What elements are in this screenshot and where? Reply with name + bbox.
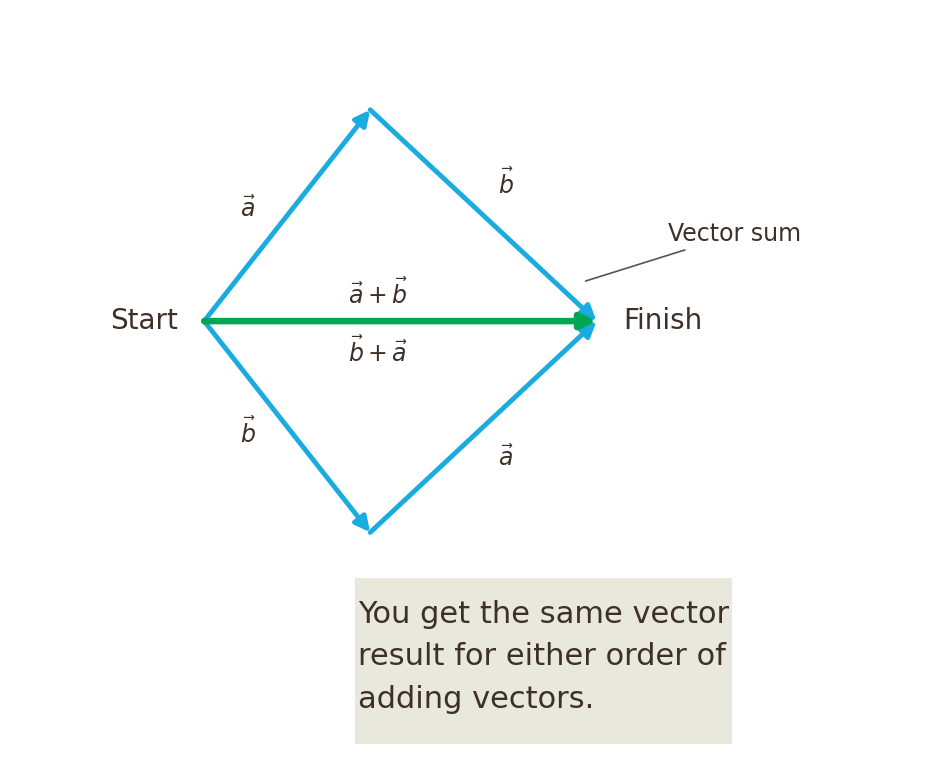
Text: Vector sum: Vector sum [585,223,801,281]
Text: Finish: Finish [623,307,702,335]
Text: $\vec{b}$: $\vec{b}$ [239,418,256,448]
FancyBboxPatch shape [354,577,731,744]
Text: $\vec{a}+\vec{b}$: $\vec{a}+\vec{b}$ [347,279,407,310]
Text: $\vec{b}+\vec{a}$: $\vec{b}+\vec{a}$ [347,336,407,366]
Text: Start: Start [110,307,177,335]
Text: $\vec{a}$: $\vec{a}$ [497,446,513,471]
Text: $\vec{a}$: $\vec{a}$ [239,197,256,223]
Text: $\vec{b}$: $\vec{b}$ [497,168,513,199]
Text: You get the same vector
result for either order of
adding vectors.: You get the same vector result for eithe… [358,600,728,714]
